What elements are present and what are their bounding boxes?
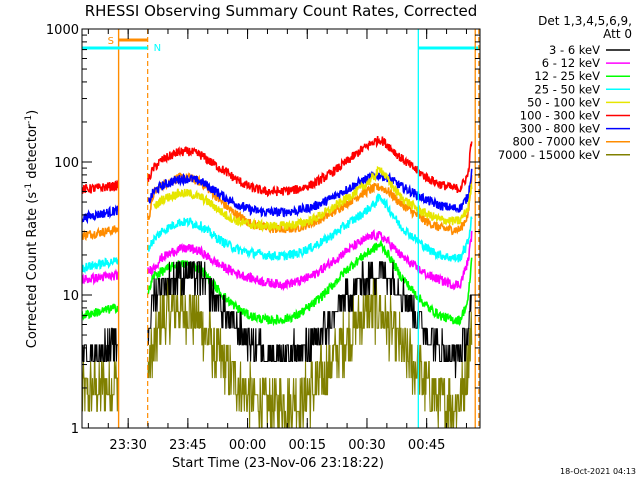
y-label-sup1: -1 — [24, 183, 34, 192]
plot-frame — [81, 28, 481, 429]
timestamp: 18-Oct-2021 04:13 — [560, 467, 636, 476]
y-tick-label-0: 1 — [71, 422, 79, 437]
y-tick-label-1: 10 — [62, 289, 79, 304]
series-line-4-seg-0 — [82, 257, 120, 275]
legend-header-line1: Det 1,3,4,5,6,9, — [538, 14, 632, 28]
legend-label-7: 300 - 800 keV — [520, 122, 600, 136]
chart-title: RHESSI Observing Summary Count Rates, Co… — [85, 2, 478, 20]
series-line-6-seg-0 — [82, 179, 119, 194]
legend-label-8: 800 - 7000 keV — [512, 135, 600, 149]
x-tick-label-2: 00:00 — [229, 438, 266, 453]
y-label-main: Corrected Count Rate (s — [25, 192, 40, 349]
legend-label-6: 100 - 300 keV — [520, 109, 600, 123]
y-axis-label: Corrected Count Rate (s-1 detector-1) — [24, 110, 40, 348]
x-axis-label: Start Time (23-Nov-06 23:18:22) — [172, 456, 384, 471]
legend-label-1: 3 - 6 keV — [549, 43, 600, 57]
y-tick-label-2: 100 — [54, 156, 79, 171]
legend-label-2: 6 - 12 keV — [542, 56, 600, 70]
series-line-1-seg-0 — [82, 327, 119, 363]
series-line-8-seg-0 — [82, 225, 120, 242]
x-tick-label-3: 00:15 — [289, 438, 326, 453]
series-line-7-seg-0 — [82, 204, 120, 225]
y-tick-label-3: 1000 — [46, 23, 79, 38]
series-line-3-seg-0 — [82, 303, 120, 321]
y-label-mid: detector — [25, 123, 40, 183]
x-tick-label-4: 00:30 — [348, 438, 385, 453]
x-tick-label-5: 00:45 — [408, 438, 445, 453]
legend-label-9: 7000 - 15000 keV — [498, 148, 600, 162]
series-line-2-seg-0 — [82, 268, 120, 286]
series-line-9-seg-0 — [82, 360, 119, 412]
y-label-sup2: -1 — [24, 115, 34, 124]
saa-flag-label: S — [108, 36, 114, 47]
x-tick-label-0: 23:30 — [109, 438, 146, 453]
plot-area: S N 1 10 100 1000 23:30 23:45 00:00 00:15 00:30 00:… — [46, 23, 481, 453]
x-tick-label-1: 23:45 — [169, 438, 206, 453]
legend-header-line2: Att 0 — [603, 27, 632, 41]
night-flag-label: N — [154, 43, 161, 54]
y-label-end: ) — [25, 110, 40, 115]
legend-label-4: 25 - 50 keV — [534, 82, 600, 96]
legend-label-3: 12 - 25 keV — [534, 69, 600, 83]
legend-label-5: 50 - 100 keV — [527, 95, 600, 109]
